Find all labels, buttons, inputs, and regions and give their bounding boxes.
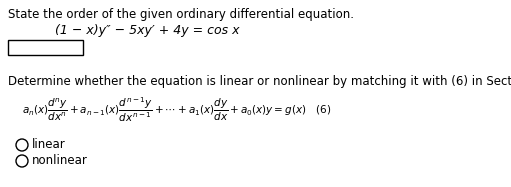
Text: (1 − x)y″ − 5xy′ + 4y = cos x: (1 − x)y″ − 5xy′ + 4y = cos x — [55, 24, 240, 37]
Text: linear: linear — [32, 139, 66, 151]
Text: nonlinear: nonlinear — [32, 154, 88, 168]
Text: State the order of the given ordinary differential equation.: State the order of the given ordinary di… — [8, 8, 354, 21]
Text: $\mathit{a_n(x)}\dfrac{\mathit{d^n y}}{\mathit{dx^n}} + \mathit{a_{n-1}(x)}\dfra: $\mathit{a_n(x)}\dfrac{\mathit{d^n y}}{\… — [22, 95, 332, 124]
Text: Determine whether the equation is linear or nonlinear by matching it with (6) in: Determine whether the equation is linear… — [8, 75, 511, 88]
